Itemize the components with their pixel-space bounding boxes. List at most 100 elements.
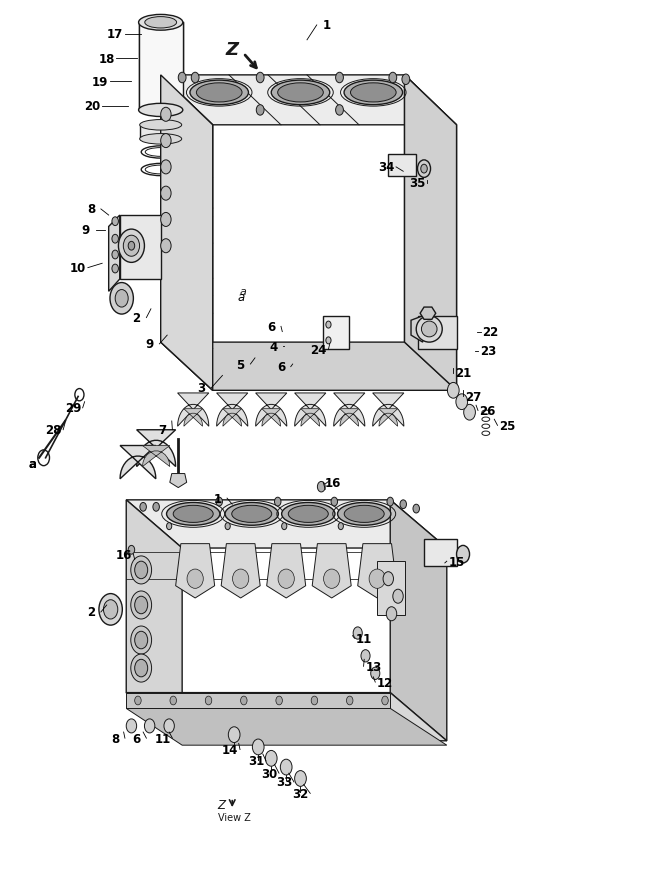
Circle shape <box>280 759 292 775</box>
Ellipse shape <box>232 570 249 588</box>
Ellipse shape <box>278 570 295 588</box>
Polygon shape <box>161 76 456 126</box>
Text: 13: 13 <box>365 660 381 673</box>
Polygon shape <box>390 500 447 741</box>
Ellipse shape <box>140 120 182 131</box>
Text: a: a <box>29 457 37 470</box>
Polygon shape <box>217 393 248 427</box>
Circle shape <box>281 523 287 530</box>
Polygon shape <box>340 409 358 427</box>
Polygon shape <box>373 393 404 427</box>
Circle shape <box>161 161 171 175</box>
Circle shape <box>256 105 264 116</box>
Text: 9: 9 <box>82 224 90 237</box>
Polygon shape <box>140 126 182 140</box>
Polygon shape <box>334 393 365 427</box>
Ellipse shape <box>344 81 403 105</box>
Polygon shape <box>389 155 416 176</box>
Ellipse shape <box>232 506 272 522</box>
Polygon shape <box>424 540 456 566</box>
Text: 21: 21 <box>455 367 471 380</box>
Circle shape <box>387 498 394 507</box>
Circle shape <box>417 161 430 178</box>
Polygon shape <box>404 76 456 391</box>
Circle shape <box>311 696 317 705</box>
Text: View Z: View Z <box>217 812 251 822</box>
Ellipse shape <box>369 570 385 588</box>
Text: 2: 2 <box>87 606 95 619</box>
Circle shape <box>402 75 409 85</box>
Circle shape <box>326 321 331 328</box>
Polygon shape <box>223 409 242 427</box>
Text: 14: 14 <box>222 743 238 756</box>
Circle shape <box>317 482 325 493</box>
Text: 18: 18 <box>99 53 115 66</box>
Polygon shape <box>266 544 306 598</box>
Polygon shape <box>161 76 213 391</box>
Polygon shape <box>126 500 182 741</box>
Circle shape <box>216 498 223 507</box>
Circle shape <box>336 105 343 116</box>
Text: 19: 19 <box>92 76 108 89</box>
Polygon shape <box>221 544 260 598</box>
Circle shape <box>140 503 146 512</box>
Text: Z: Z <box>226 40 239 59</box>
Circle shape <box>126 719 136 733</box>
Circle shape <box>252 739 264 755</box>
Text: 7: 7 <box>159 424 167 436</box>
Text: 35: 35 <box>409 177 426 190</box>
Circle shape <box>135 562 148 579</box>
Polygon shape <box>301 409 319 427</box>
Text: 31: 31 <box>248 754 264 767</box>
Polygon shape <box>178 393 209 427</box>
Circle shape <box>161 134 171 148</box>
Text: 10: 10 <box>70 262 86 275</box>
Circle shape <box>274 498 281 507</box>
Polygon shape <box>108 216 119 292</box>
Polygon shape <box>184 409 202 427</box>
Text: 1: 1 <box>323 19 330 32</box>
Circle shape <box>161 187 171 201</box>
Circle shape <box>393 589 403 603</box>
Circle shape <box>178 73 186 83</box>
Circle shape <box>144 719 155 733</box>
Polygon shape <box>170 474 187 488</box>
Text: 30: 30 <box>261 766 278 780</box>
Polygon shape <box>126 693 390 709</box>
Circle shape <box>336 73 343 83</box>
Circle shape <box>389 73 397 83</box>
Circle shape <box>112 265 118 274</box>
Circle shape <box>331 498 338 507</box>
Text: a: a <box>29 457 37 470</box>
Polygon shape <box>255 393 287 427</box>
Ellipse shape <box>128 242 135 251</box>
Polygon shape <box>138 24 183 111</box>
Polygon shape <box>262 409 281 427</box>
Circle shape <box>361 650 370 662</box>
Circle shape <box>456 394 468 410</box>
Circle shape <box>205 696 212 705</box>
Circle shape <box>295 771 306 787</box>
Circle shape <box>191 73 199 83</box>
Text: 2: 2 <box>133 312 140 325</box>
Circle shape <box>99 594 122 625</box>
Circle shape <box>135 659 148 677</box>
Circle shape <box>135 631 148 649</box>
Polygon shape <box>417 316 456 349</box>
Circle shape <box>161 108 171 122</box>
Text: Z: Z <box>217 798 225 811</box>
Circle shape <box>103 600 118 619</box>
Polygon shape <box>142 446 170 467</box>
Circle shape <box>131 654 151 682</box>
Ellipse shape <box>138 104 183 118</box>
Circle shape <box>456 546 470 564</box>
Ellipse shape <box>118 230 144 263</box>
Polygon shape <box>312 544 351 598</box>
Text: 5: 5 <box>236 358 245 371</box>
Ellipse shape <box>167 503 220 526</box>
Ellipse shape <box>344 506 384 522</box>
Circle shape <box>135 596 148 614</box>
Circle shape <box>135 696 141 705</box>
Circle shape <box>413 505 419 514</box>
Text: 16: 16 <box>325 476 341 489</box>
